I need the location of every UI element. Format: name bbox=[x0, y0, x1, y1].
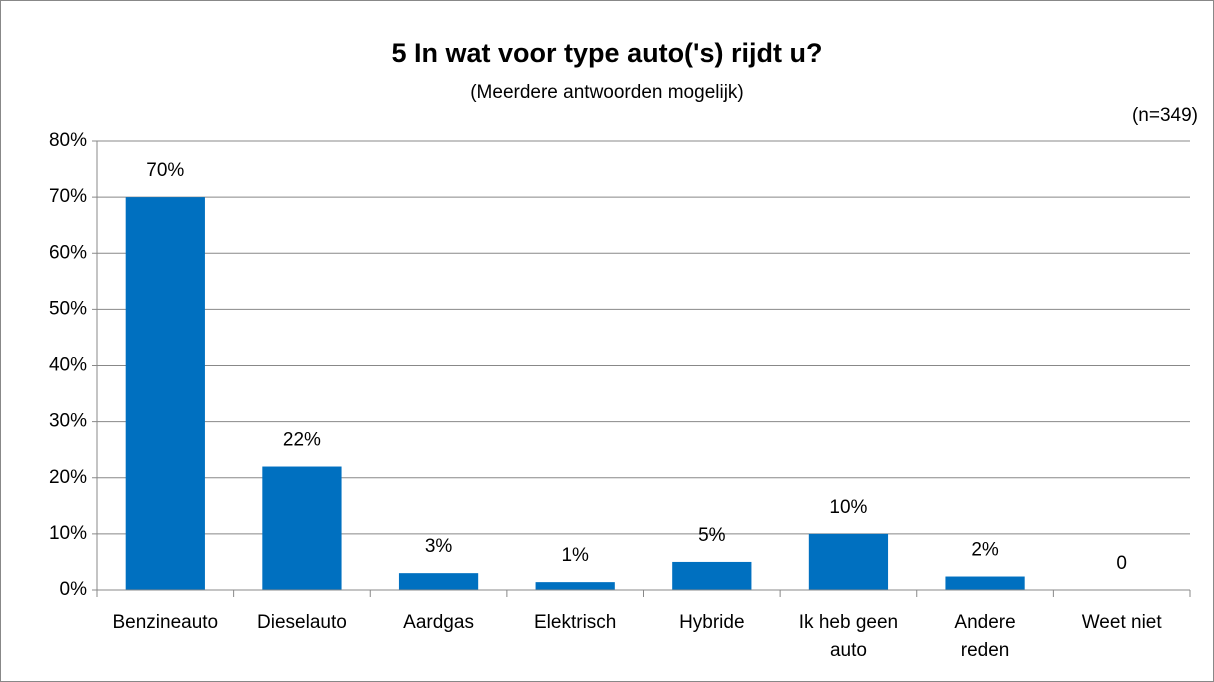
data-label: 0 bbox=[1116, 553, 1127, 574]
bar bbox=[808, 533, 889, 590]
data-label: 1% bbox=[561, 545, 589, 566]
x-tick-label: Hybride bbox=[679, 612, 745, 633]
data-label: 2% bbox=[971, 540, 999, 561]
sample-size: (n=349) bbox=[1132, 105, 1198, 126]
y-tick-label: 70% bbox=[49, 186, 87, 207]
x-tick-label: Weet niet bbox=[1081, 612, 1162, 633]
data-label: 70% bbox=[146, 160, 184, 181]
chart-subtitle: (Meerdere antwoorden mogelijk) bbox=[470, 82, 744, 103]
data-label: 10% bbox=[829, 497, 867, 518]
y-tick-label: 0% bbox=[60, 579, 88, 600]
bar bbox=[945, 576, 1025, 590]
x-tick-label: Benzineauto bbox=[112, 612, 219, 633]
y-tick-label: 80% bbox=[49, 130, 87, 151]
y-tick-label: 40% bbox=[49, 355, 87, 376]
data-label: 3% bbox=[425, 536, 453, 557]
bar bbox=[672, 561, 752, 590]
bar bbox=[125, 197, 205, 590]
bar bbox=[398, 573, 479, 590]
bar bbox=[535, 582, 615, 590]
data-label: 22% bbox=[283, 430, 321, 451]
bar bbox=[262, 466, 342, 590]
y-tick-label: 10% bbox=[49, 523, 87, 544]
x-tick-label: Elektrisch bbox=[534, 612, 617, 633]
chart-title: 5 In wat voor type auto('s) rijdt u? bbox=[392, 38, 823, 68]
y-tick-label: 20% bbox=[49, 467, 87, 488]
data-label: 5% bbox=[698, 525, 726, 546]
x-tick-label: Ik heb geen auto bbox=[798, 612, 899, 661]
x-tick-label: Aardgas bbox=[403, 612, 474, 633]
x-tick-label: Andere reden bbox=[954, 612, 1016, 661]
y-tick-label: 50% bbox=[49, 298, 87, 319]
y-tick-label: 60% bbox=[49, 242, 87, 263]
y-tick-label: 30% bbox=[49, 411, 87, 432]
x-tick-label: Dieselauto bbox=[257, 612, 347, 633]
